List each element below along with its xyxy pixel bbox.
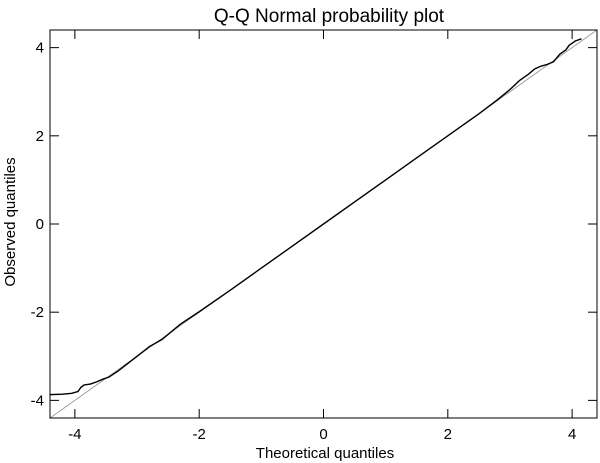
y-tick-label: -2: [31, 304, 44, 321]
x-tick-label: -2: [193, 426, 206, 443]
y-tick-label: 2: [36, 128, 44, 145]
x-axis-label: Theoretical quantiles: [256, 445, 394, 462]
chart-title: Q-Q Normal probability plot: [214, 6, 445, 27]
y-tick-label: -4: [31, 392, 44, 409]
x-tick-label: 4: [568, 426, 576, 443]
y-axis-label: Observed quantiles: [2, 157, 19, 286]
y-tick-label: 0: [36, 216, 44, 233]
y-tick-label: 4: [36, 40, 44, 57]
data-series-line: [49, 38, 582, 396]
x-tick-label: 0: [319, 426, 327, 443]
x-tick-label: 2: [444, 426, 452, 443]
axis-ticks: [50, 30, 597, 418]
plot-frame: [49, 29, 598, 419]
x-tick-label: -4: [68, 426, 81, 443]
tick-labels: -4 -2 0 2 4 -4 -2 0 2 4: [31, 40, 577, 443]
